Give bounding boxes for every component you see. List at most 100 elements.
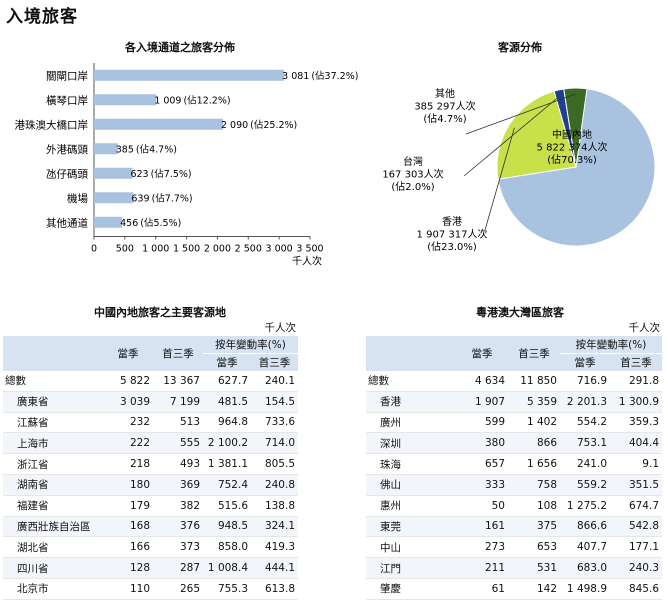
cell-rate-current: 716.9 bbox=[560, 371, 610, 392]
slice-label: 台灣 bbox=[403, 155, 423, 168]
cell-rate-current: 755.3 bbox=[203, 578, 251, 600]
cell-rate-current: 481.5 bbox=[203, 391, 251, 413]
table-row: 浙江省 218 493 1 381.1 805.5 bbox=[3, 453, 298, 475]
cell-rate-first3: 542.8 bbox=[610, 516, 662, 538]
cell-rate-current: 866.6 bbox=[560, 516, 610, 538]
cell-name: 東莞 bbox=[366, 516, 456, 538]
cell-name: 廣東省 bbox=[3, 391, 103, 413]
cell-rate-current: 948.5 bbox=[203, 516, 251, 538]
cell-name: 總數 bbox=[366, 371, 456, 392]
cell-name: 廣州 bbox=[366, 412, 456, 434]
cell-current: 161 bbox=[456, 516, 508, 538]
cell-name: 中山 bbox=[366, 536, 456, 559]
header-blank bbox=[3, 336, 103, 371]
bar-label-group: 623 (佔7.5%) bbox=[130, 168, 191, 180]
slice-share: (佔23.0%) bbox=[427, 240, 477, 253]
slice-value: 5 822 374人次 bbox=[537, 141, 608, 154]
cell-name: 惠州 bbox=[366, 495, 456, 517]
cell-current: 168 bbox=[103, 516, 153, 538]
cell-rate-first3: 324.1 bbox=[251, 516, 298, 538]
category-label: 其他通道 bbox=[46, 216, 88, 229]
category-label: 外港碼頭 bbox=[46, 144, 88, 156]
cell-rate-current: 964.8 bbox=[203, 412, 251, 434]
category-label: 關閘口岸 bbox=[46, 70, 88, 82]
cell-rate-current: 407.7 bbox=[560, 536, 610, 559]
pie-slice bbox=[563, 87, 588, 168]
cell-first3: 758 bbox=[508, 474, 560, 496]
cell-current: 211 bbox=[456, 557, 508, 579]
bar bbox=[94, 192, 134, 204]
bar bbox=[94, 94, 157, 106]
header-rate-current: 當季 bbox=[560, 353, 610, 371]
cell-name: 江門 bbox=[366, 557, 456, 579]
cell-name: 肇慶 bbox=[366, 578, 456, 600]
bar bbox=[94, 69, 285, 81]
cell-first3: 531 bbox=[508, 557, 560, 579]
cell-current: 380 bbox=[456, 432, 508, 455]
cell-rate-current: 554.2 bbox=[560, 412, 610, 434]
share-label: (佔4.7%) bbox=[136, 143, 177, 155]
table-row: 深圳 380 866 753.1 404.4 bbox=[366, 432, 662, 455]
page-title: 入境旅客 bbox=[6, 7, 78, 27]
cell-name: 浙江省 bbox=[3, 453, 103, 475]
x-tick-label: 2 500 bbox=[235, 244, 262, 255]
bar-chart-title: 各入境通道之旅客分佈 bbox=[125, 41, 235, 54]
cell-current: 166 bbox=[103, 536, 153, 559]
cell-rate-first3: 714.0 bbox=[251, 432, 298, 455]
bar bbox=[94, 118, 223, 130]
cell-name: 上海市 bbox=[3, 432, 103, 455]
cell-rate-first3: 444.1 bbox=[251, 557, 298, 579]
x-tick-label: 1 500 bbox=[173, 244, 200, 255]
cell-current: 5 822 bbox=[103, 371, 153, 392]
cell-current: 333 bbox=[456, 474, 508, 496]
share-label: (佔37.2%) bbox=[311, 70, 358, 82]
header-current: 當季 bbox=[456, 336, 508, 371]
cell-rate-current: 241.0 bbox=[560, 453, 610, 475]
cell-first3: 13 367 bbox=[153, 371, 203, 392]
share-label: (佔7.7%) bbox=[152, 192, 193, 204]
cell-current: 1 907 bbox=[456, 391, 508, 413]
cell-rate-first3: 805.5 bbox=[251, 453, 298, 475]
cell-rate-first3: 177.1 bbox=[610, 536, 662, 559]
data-label: 623 bbox=[130, 169, 148, 180]
cell-rate-first3: 359.3 bbox=[610, 412, 662, 434]
cell-rate-current: 752.4 bbox=[203, 474, 251, 496]
cell-rate-first3: 1 300.9 bbox=[610, 391, 662, 413]
cell-name: 總數 bbox=[3, 371, 103, 392]
bar bbox=[94, 143, 118, 155]
header-rate-first3: 首三季 bbox=[610, 353, 662, 371]
table-row: 四川省 128 287 1 008.4 444.1 bbox=[3, 557, 298, 579]
share-label: (佔12.2%) bbox=[183, 94, 230, 106]
x-tick-label: 2 000 bbox=[204, 244, 231, 255]
cell-rate-first3: 404.4 bbox=[610, 432, 662, 455]
table-row: 佛山 333 758 559.2 351.5 bbox=[366, 474, 662, 496]
header-first3: 首三季 bbox=[508, 336, 560, 371]
cell-current: 3 039 bbox=[103, 391, 153, 413]
cell-current: 128 bbox=[103, 557, 153, 579]
slice-value: 385 297人次 bbox=[414, 100, 475, 113]
cell-first3: 555 bbox=[153, 432, 203, 455]
cell-rate-first3: 240.3 bbox=[610, 557, 662, 579]
cell-first3: 493 bbox=[153, 453, 203, 475]
cell-rate-current: 753.1 bbox=[560, 432, 610, 455]
slice-share: (佔2.0%) bbox=[391, 180, 434, 193]
table-total-row: 總數 4 634 11 850 716.9 291.8 bbox=[366, 371, 662, 392]
cell-first3: 287 bbox=[153, 557, 203, 579]
share-label: (佔5.5%) bbox=[140, 217, 181, 229]
cell-name: 福建省 bbox=[3, 495, 103, 517]
table-row: 江門 211 531 683.0 240.3 bbox=[366, 557, 662, 579]
cell-rate-first3: 419.3 bbox=[251, 536, 298, 559]
cell-rate-first3: 240.1 bbox=[251, 371, 298, 392]
mainland-table-container: 當季 首三季 按年變動率(%) 當季 首三季 總數 5 822 13 367 627.… bbox=[3, 336, 298, 600]
cell-rate-current: 1 275.2 bbox=[560, 495, 610, 517]
table-row: 江蘇省 232 513 964.8 733.6 bbox=[3, 412, 298, 434]
table-row: 湖南省 180 369 752.4 240.8 bbox=[3, 474, 298, 496]
slice-share: (佔70.3%) bbox=[547, 153, 597, 166]
gba-table-title: 粵港澳大灣區旅客 bbox=[476, 306, 564, 319]
cell-rate-current: 2 201.3 bbox=[560, 391, 610, 413]
cell-first3: 108 bbox=[508, 495, 560, 517]
cell-rate-current: 627.7 bbox=[203, 371, 251, 392]
bar-label-group: 385 (佔4.7%) bbox=[116, 143, 177, 155]
cell-name: 佛山 bbox=[366, 474, 456, 496]
